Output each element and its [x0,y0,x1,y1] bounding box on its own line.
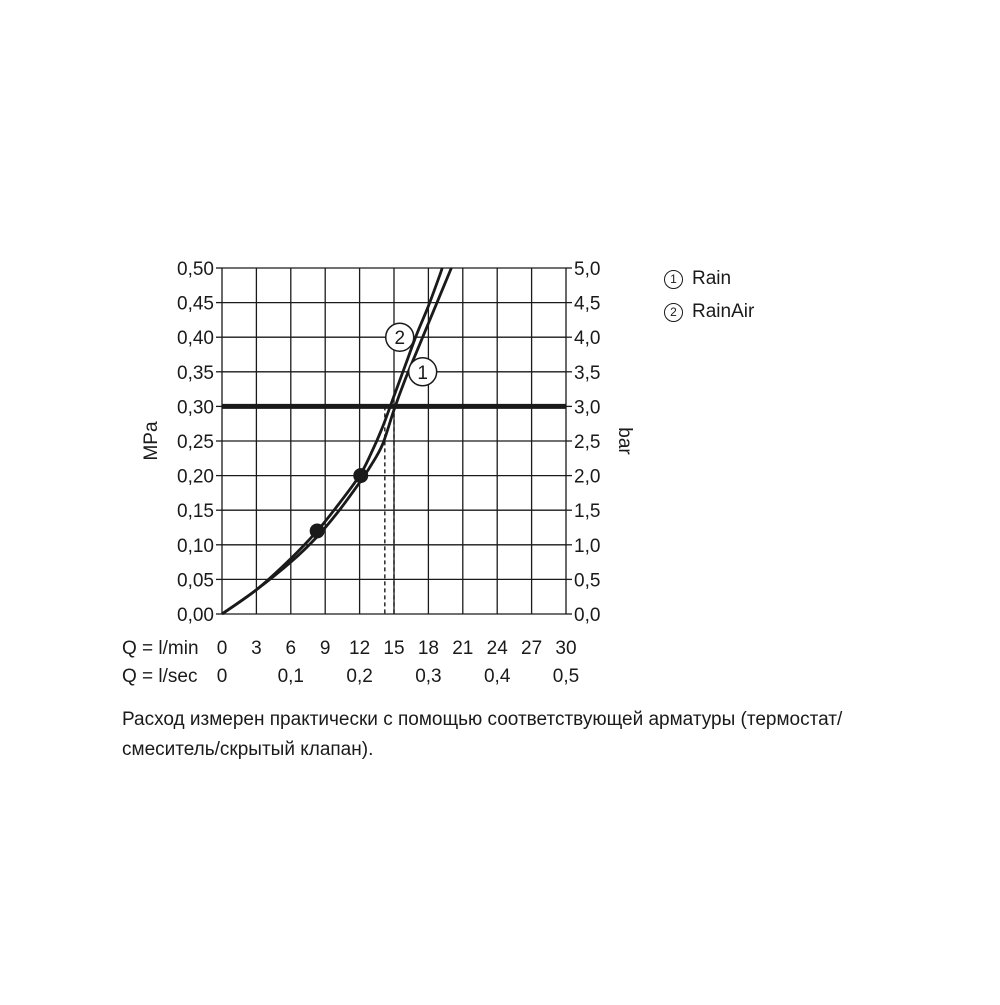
y-left-tick-label: 0,50 [177,259,214,280]
y-right-tick-label: 5,0 [574,259,600,280]
legend-item-rain: 1 Rain [664,268,731,290]
legend-symbol-2: 2 [664,302,683,322]
curve-label-1: 1 [417,363,428,384]
chart-caption: Расход измерен практически с помощью соо… [122,709,843,760]
x-primary-tick-label: 6 [286,638,297,659]
x-primary-tick-label: 21 [452,638,473,659]
y-right-tick-label: 2,0 [574,467,600,488]
legend-label-rainair: RainAir [692,301,755,322]
data-point-marker [309,523,325,539]
x-primary-tick-label: 30 [555,638,576,659]
y-right-tick-label: 0,5 [574,570,600,591]
y-left-tick-label: 0,35 [177,363,214,384]
legend-item-rainair: 2 RainAir [664,301,754,323]
y-left-tick-label: 0,25 [177,432,214,453]
y-left-tick-label: 0,30 [177,397,214,418]
y-left-tick-label: 0,00 [177,605,214,626]
x-primary-axis-title: Q = l/min [122,638,199,659]
y-right-tick-label: 3,5 [574,363,600,384]
y-right-axis-title: bar [614,427,635,455]
x-secondary-tick-label: 0 [217,666,228,687]
y-right-tick-label: 3,0 [574,397,600,418]
y-right-tick-label: 0,0 [574,605,600,626]
y-left-tick-label: 0,20 [177,467,214,488]
series-line-2 [221,267,444,616]
x-secondary-tick-label: 0,5 [553,666,579,687]
y-right-tick-label: 2,5 [574,432,600,453]
x-primary-tick-label: 27 [521,638,542,659]
y-left-tick-label: 0,05 [177,570,214,591]
x-primary-tick-label: 12 [349,638,370,659]
data-point-marker [353,468,369,484]
y-right-tick-label: 1,0 [574,536,600,557]
y-left-tick-label: 0,45 [177,294,214,315]
x-primary-tick-label: 0 [217,638,228,659]
y-left-tick-label: 0,15 [177,501,214,522]
x-primary-tick-label: 3 [251,638,262,659]
y-left-axis-title: MPa [141,421,162,461]
x-primary-tick-label: 9 [320,638,331,659]
x-primary-tick-label: 15 [383,638,404,659]
y-right-tick-label: 4,5 [574,294,600,315]
y-right-tick-label: 1,5 [574,501,600,522]
x-secondary-tick-label: 0,1 [278,666,304,687]
curve-label-circle-2 [384,322,415,352]
x-primary-tick-label: 24 [487,638,509,659]
legend-label-rain: Rain [692,268,732,289]
curve-label-2: 2 [394,328,405,349]
y-left-tick-label: 0,10 [177,536,214,557]
series-line-1 [221,267,453,616]
x-primary-tick-label: 18 [418,638,439,659]
x-secondary-tick-label: 0,4 [484,666,511,687]
x-secondary-axis-title: Q = l/sec [122,666,198,687]
x-secondary-tick-label: 0,3 [415,666,441,687]
y-left-tick-label: 0,40 [177,328,214,349]
curve-label-circle-1 [407,357,438,387]
y-right-tick-label: 4,0 [574,328,600,349]
legend-symbol-1: 1 [664,269,683,289]
x-secondary-tick-label: 0,2 [346,666,372,687]
